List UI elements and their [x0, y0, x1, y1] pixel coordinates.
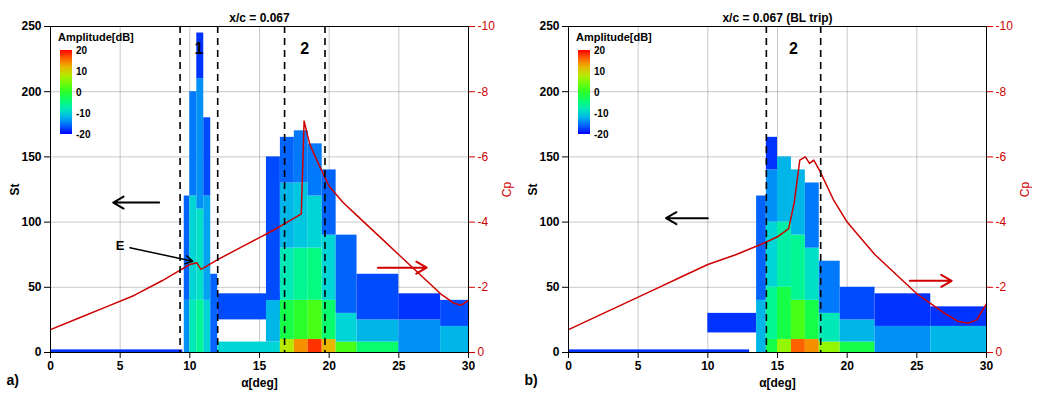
svg-text:250: 250: [21, 19, 41, 33]
svg-text:St: St: [8, 183, 22, 195]
svg-text:-20: -20: [76, 129, 91, 140]
svg-text:-4: -4: [996, 215, 1007, 229]
svg-text:10: 10: [76, 66, 88, 77]
svg-text:10: 10: [701, 359, 715, 373]
svg-text:2: 2: [300, 40, 309, 57]
svg-text:30: 30: [462, 359, 476, 373]
svg-text:1: 1: [194, 40, 203, 57]
svg-text:a): a): [7, 372, 19, 388]
svg-text:25: 25: [910, 359, 924, 373]
svg-text:-10: -10: [996, 19, 1014, 33]
svg-text:0: 0: [478, 345, 485, 359]
svg-text:2: 2: [789, 40, 798, 57]
svg-text:St: St: [526, 183, 540, 195]
svg-text:-10: -10: [594, 108, 609, 119]
svg-text:5: 5: [117, 359, 124, 373]
svg-text:Amplitude[dB]: Amplitude[dB]: [576, 31, 652, 43]
svg-text:Amplitude[dB]: Amplitude[dB]: [58, 31, 134, 43]
svg-text:-2: -2: [996, 280, 1007, 294]
svg-text:-10: -10: [76, 108, 91, 119]
svg-text:100: 100: [21, 215, 41, 229]
svg-text:200: 200: [21, 85, 41, 99]
svg-text:x/c = 0.067: x/c = 0.067: [229, 11, 290, 25]
svg-text:5: 5: [635, 359, 642, 373]
svg-text:0: 0: [565, 359, 572, 373]
svg-text:25: 25: [392, 359, 406, 373]
svg-text:α[deg]: α[deg]: [759, 376, 796, 390]
svg-text:20: 20: [594, 45, 606, 56]
svg-text:Cp: Cp: [1018, 182, 1032, 198]
svg-text:0: 0: [594, 87, 600, 98]
svg-text:50: 50: [28, 280, 42, 294]
svg-text:20: 20: [322, 359, 336, 373]
svg-text:15: 15: [253, 359, 267, 373]
svg-text:Cp: Cp: [500, 182, 514, 198]
svg-text:-20: -20: [594, 129, 609, 140]
svg-text:50: 50: [546, 280, 560, 294]
svg-text:E: E: [116, 238, 125, 253]
svg-text:20: 20: [76, 45, 88, 56]
svg-text:0: 0: [47, 359, 54, 373]
svg-text:0: 0: [996, 345, 1003, 359]
svg-text:100: 100: [539, 215, 559, 229]
svg-text:150: 150: [539, 150, 559, 164]
svg-text:0: 0: [76, 87, 82, 98]
svg-text:-6: -6: [996, 150, 1007, 164]
svg-text:10: 10: [183, 359, 197, 373]
svg-text:10: 10: [594, 66, 606, 77]
svg-text:α[deg]: α[deg]: [241, 376, 278, 390]
svg-text:0: 0: [35, 345, 42, 359]
svg-text:-10: -10: [478, 19, 496, 33]
svg-text:-8: -8: [478, 85, 489, 99]
svg-text:0: 0: [553, 345, 560, 359]
svg-text:150: 150: [21, 150, 41, 164]
svg-text:-2: -2: [478, 280, 489, 294]
svg-text:x/c = 0.067 (BL trip): x/c = 0.067 (BL trip): [722, 11, 832, 25]
svg-text:-6: -6: [478, 150, 489, 164]
svg-text:15: 15: [771, 359, 785, 373]
svg-text:200: 200: [539, 85, 559, 99]
svg-text:-4: -4: [478, 215, 489, 229]
svg-text:b): b): [525, 372, 538, 388]
svg-text:30: 30: [980, 359, 994, 373]
svg-text:20: 20: [840, 359, 854, 373]
svg-text:-8: -8: [996, 85, 1007, 99]
svg-text:250: 250: [539, 19, 559, 33]
